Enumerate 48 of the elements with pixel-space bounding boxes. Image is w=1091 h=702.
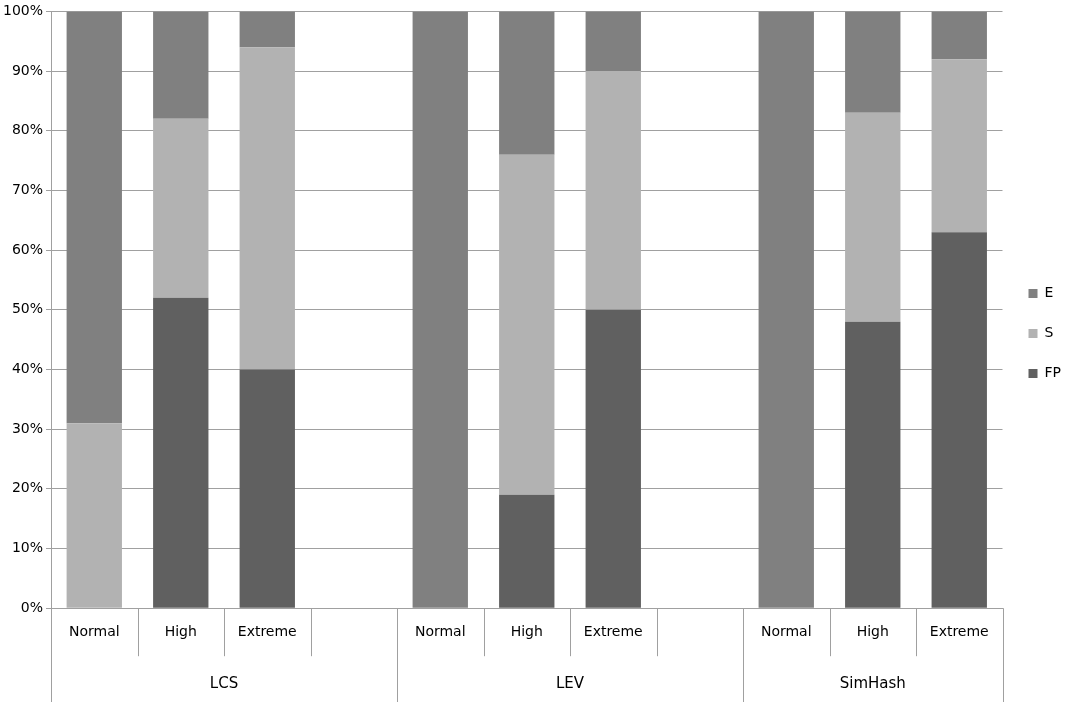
x-tick-label: Normal (414, 623, 466, 640)
y-tick-label: 50% (11, 300, 44, 317)
legend-label: S (1044, 324, 1054, 341)
x-tick-label: High (510, 623, 543, 640)
x-tick-label: Normal (68, 623, 120, 640)
x-tick-label: Normal (760, 623, 812, 640)
bar (66, 423, 122, 608)
bar (153, 297, 209, 608)
bar (153, 11, 209, 119)
bar (758, 11, 814, 608)
bar (239, 47, 295, 370)
bar (499, 154, 555, 495)
bar (845, 112, 901, 322)
y-tick-label: 30% (11, 419, 44, 436)
bar (931, 232, 987, 608)
y-tick-label: 70% (11, 181, 44, 198)
legend-label: FP (1044, 364, 1061, 381)
y-tick-label: 20% (11, 479, 44, 496)
bar (499, 494, 555, 608)
y-tick-label: 40% (11, 360, 44, 377)
x-tick-label: High (856, 623, 889, 640)
bar (585, 71, 641, 310)
bar (845, 11, 901, 113)
bar (845, 321, 901, 608)
x-tick-label: High (164, 623, 197, 640)
y-tick-label: 90% (11, 61, 44, 78)
bar (585, 309, 641, 608)
y-tick-label: 0% (20, 598, 44, 615)
legend-label: E (1044, 284, 1054, 301)
bar (66, 11, 122, 424)
bar (239, 11, 295, 48)
bar (499, 11, 555, 155)
y-tick-label: 60% (11, 240, 44, 257)
bar (239, 369, 295, 608)
bar (931, 59, 987, 233)
bar (931, 11, 987, 60)
x-tick-label: Extreme (929, 623, 989, 640)
y-tick-label: 10% (11, 539, 44, 556)
text: LEV (555, 674, 585, 693)
bar (585, 11, 641, 72)
x-tick-label: Extreme (583, 623, 643, 640)
x-tick-label: Extreme (237, 623, 297, 640)
text: LCS (209, 674, 239, 693)
bar (153, 118, 209, 298)
y-tick-label: 80% (11, 121, 44, 138)
bar (412, 11, 468, 608)
text: SimHash (839, 674, 906, 693)
y-tick-label: 100% (2, 2, 44, 19)
